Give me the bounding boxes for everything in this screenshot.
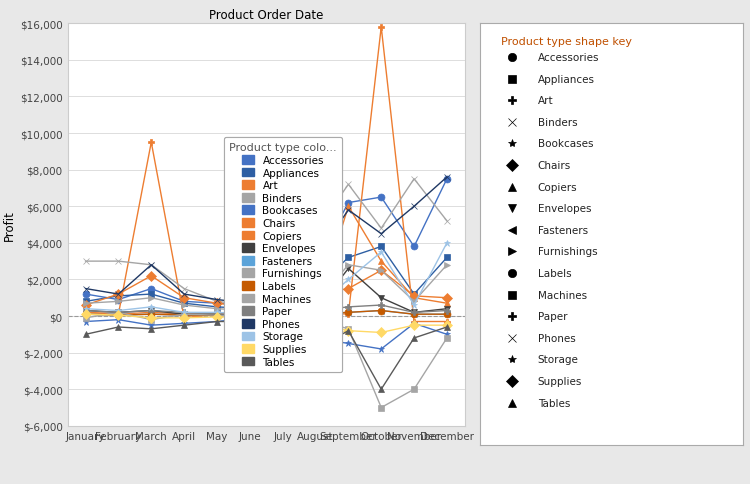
- Title: Product Order Date: Product Order Date: [209, 9, 323, 22]
- Text: Furnishings: Furnishings: [538, 247, 597, 257]
- Text: Art: Art: [538, 96, 554, 106]
- Y-axis label: Profit: Profit: [3, 210, 16, 241]
- Text: Product type shape key: Product type shape key: [501, 37, 632, 47]
- Text: Chairs: Chairs: [538, 161, 571, 171]
- Legend: Accessories, Appliances, Art, Binders, Bookcases, Chairs, Copiers, Envelopes, Fa: Accessories, Appliances, Art, Binders, B…: [224, 138, 342, 372]
- Text: Accessories: Accessories: [538, 53, 599, 63]
- Text: Copiers: Copiers: [538, 182, 578, 192]
- Text: Labels: Labels: [538, 269, 572, 278]
- Text: Binders: Binders: [538, 118, 578, 127]
- Text: Tables: Tables: [538, 398, 570, 408]
- Text: Storage: Storage: [538, 355, 579, 364]
- Text: Supplies: Supplies: [538, 376, 582, 386]
- Text: Fasteners: Fasteners: [538, 225, 588, 235]
- Text: Appliances: Appliances: [538, 75, 595, 84]
- Text: Machines: Machines: [538, 290, 586, 300]
- Text: Bookcases: Bookcases: [538, 139, 593, 149]
- Text: Phones: Phones: [538, 333, 575, 343]
- Text: Envelopes: Envelopes: [538, 204, 591, 214]
- Text: Paper: Paper: [538, 312, 567, 321]
